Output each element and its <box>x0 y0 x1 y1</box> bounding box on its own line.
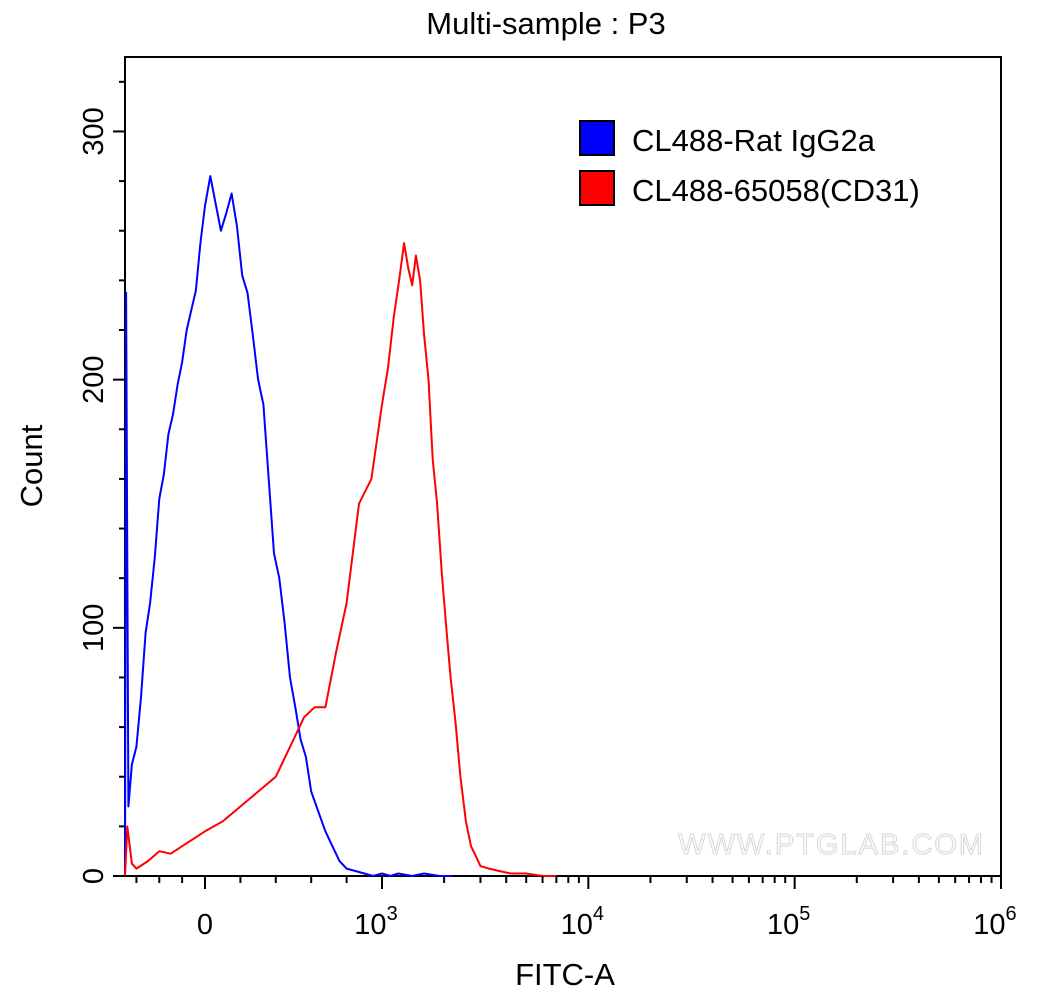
x-tick-label: 103 <box>354 903 397 941</box>
x-tick-label: 106 <box>973 903 1016 941</box>
y-tick-label: 200 <box>78 355 110 403</box>
y-axis-label: Count <box>14 424 49 507</box>
legend-label: CL488-Rat IgG2a <box>632 123 876 158</box>
legend-label: CL488-65058(CD31) <box>632 173 920 208</box>
legend-swatch <box>579 120 615 156</box>
series-group <box>124 175 557 877</box>
legend-swatch <box>579 170 615 206</box>
legend: CL488-Rat IgG2a CL488-65058(CD31) <box>579 120 920 208</box>
chart-title: Multi-sample : P3 <box>426 6 665 41</box>
y-axis: 0 100 200 300 <box>78 80 125 884</box>
series-line-2 <box>124 242 557 877</box>
watermark: WWW.PTGLAB.COM <box>678 829 985 861</box>
y-tick-label: 0 <box>78 868 110 884</box>
x-tick-label: 105 <box>767 903 810 941</box>
x-axis-label: FITC-A <box>515 957 615 992</box>
y-tick-label: 100 <box>78 604 110 652</box>
series-line-1 <box>124 175 453 877</box>
x-tick-label: 0 <box>197 909 213 941</box>
x-axis: 0 103 104 105 106 <box>135 876 1017 941</box>
y-tick-label: 300 <box>78 107 110 155</box>
x-tick-label: 104 <box>561 903 604 941</box>
